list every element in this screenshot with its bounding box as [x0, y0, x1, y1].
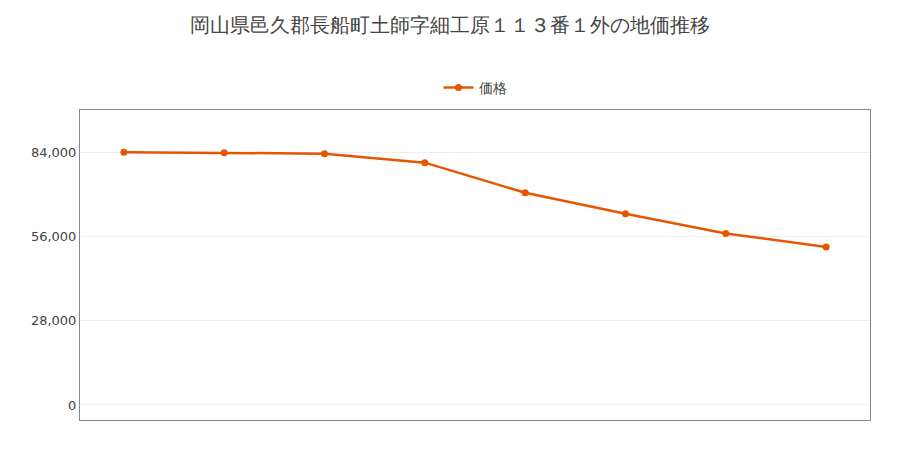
svg-text:0: 0 — [68, 398, 76, 413]
svg-text:84,000: 84,000 — [31, 145, 77, 160]
svg-text:価格: 価格 — [479, 80, 507, 96]
svg-text:56,000: 56,000 — [31, 229, 77, 244]
svg-text:岡山県邑久郡長船町土師字細工原１１３番１外の地価推移: 岡山県邑久郡長船町土師字細工原１１３番１外の地価推移 — [190, 13, 710, 37]
svg-text:28,000: 28,000 — [31, 313, 77, 328]
